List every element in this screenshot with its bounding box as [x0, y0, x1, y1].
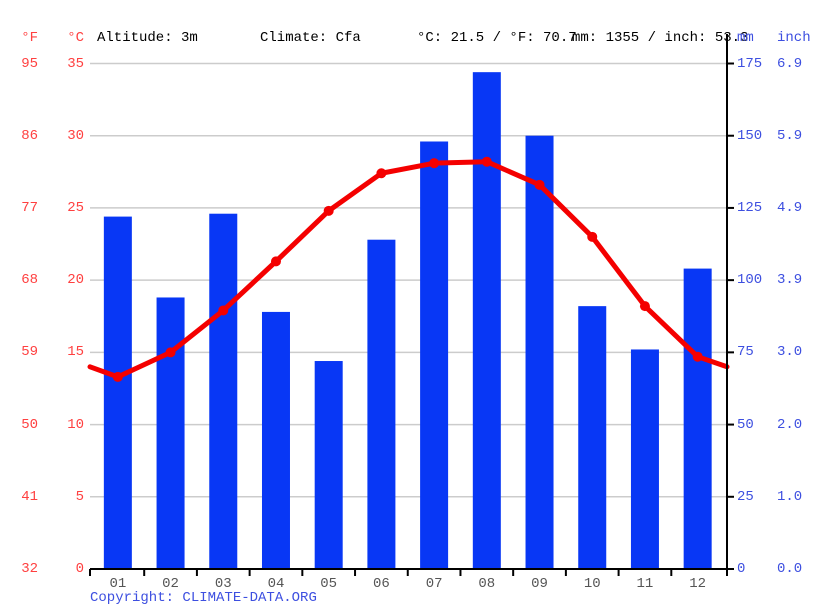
temp-point: [323, 205, 334, 216]
copyright-prefix: Copyright:: [90, 590, 183, 606]
altitude-label: Altitude: 3m: [97, 30, 198, 46]
axis-label-celsius: 35: [67, 55, 84, 72]
temp-point: [587, 231, 598, 242]
month-label: 04: [267, 576, 285, 592]
axis-label-celsius: 10: [67, 416, 84, 433]
precip-bar: [630, 349, 659, 569]
precip-bar: [314, 361, 343, 569]
axis-label-inch: 1.0: [777, 488, 803, 505]
axis-label-fahrenheit: 50: [21, 416, 38, 433]
temp-point: [534, 179, 545, 190]
month-label: 10: [583, 576, 601, 592]
temp-point: [692, 351, 703, 362]
precip-bar: [525, 135, 554, 569]
axis-label-mm: 25: [737, 488, 754, 505]
month-label: 06: [372, 576, 390, 592]
axis-label-mm: 100: [737, 272, 763, 289]
annual-precipitation-label: mm: 1355 / inch: 53.3: [572, 30, 749, 46]
month-label: 03: [214, 576, 232, 592]
precip-bar: [683, 268, 712, 569]
precip-bar: [578, 306, 607, 569]
celsius-axis-title: °C: [67, 30, 84, 46]
mean-temperature-label: °C: 21.5 / °F: 70.7: [417, 30, 577, 46]
precip-bar: [103, 216, 132, 569]
temp-point: [270, 256, 281, 267]
axis-label-celsius: 25: [67, 199, 84, 216]
axis-label-inch: 4.9: [777, 199, 803, 216]
axis-label-inch: 3.9: [777, 272, 803, 289]
axis-label-inch: 3.0: [777, 344, 803, 361]
axis-label-fahrenheit: 86: [21, 127, 38, 144]
inch-axis-title: inch: [777, 30, 811, 46]
month-label: 09: [531, 576, 548, 592]
temp-point: [429, 158, 440, 169]
climate-data-org-link[interactable]: CLIMATE-DATA.ORG: [182, 590, 317, 606]
precip-bar: [472, 72, 501, 569]
axis-label-fahrenheit: 77: [21, 199, 38, 216]
axis-label-celsius: 20: [67, 272, 84, 289]
axis-label-mm: 0: [737, 561, 746, 577]
mm-axis-title: mm: [737, 30, 754, 46]
precip-bar: [420, 141, 449, 569]
axis-label-celsius: 5: [75, 488, 84, 505]
month-label: 05: [320, 576, 338, 592]
month-label: 12: [689, 576, 707, 592]
climate-class-label: Climate: Cfa: [260, 30, 361, 46]
temp-line: [87, 159, 730, 380]
temp-point: [639, 301, 650, 312]
copyright-line: Copyright: CLIMATE-DATA.ORG: [90, 590, 317, 606]
temp-point: [481, 156, 492, 167]
axis-label-fahrenheit: 32: [21, 561, 38, 577]
axis-label-inch: 2.0: [777, 416, 803, 433]
axis-label-mm: 50: [737, 416, 754, 433]
temp-point: [112, 371, 123, 382]
fahrenheit-axis-title: °F: [21, 30, 38, 46]
month-label: 11: [636, 576, 654, 592]
precip-bar: [367, 239, 396, 569]
month-label: 08: [478, 576, 496, 592]
axis-label-celsius: 30: [67, 127, 84, 144]
axis-label-mm: 75: [737, 344, 754, 361]
axis-label-fahrenheit: 68: [21, 272, 38, 289]
temp-point: [376, 168, 387, 179]
axis-label-celsius: 15: [67, 344, 84, 361]
axis-label-inch: 6.9: [777, 55, 803, 72]
precip-bar: [156, 297, 185, 569]
axis-label-mm: 175: [737, 55, 763, 72]
precip-bar: [209, 213, 238, 569]
axis-label-fahrenheit: 95: [21, 55, 38, 72]
month-label: 07: [425, 576, 443, 592]
axis-label-inch: 5.9: [777, 127, 803, 144]
month-label: 01: [109, 576, 127, 592]
axis-label-mm: 125: [737, 199, 763, 216]
axis-label-inch: 0.0: [777, 561, 803, 577]
axis-label-fahrenheit: 59: [21, 344, 38, 361]
temp-point: [165, 347, 176, 358]
axis-label-celsius: 0: [75, 561, 84, 577]
precip-bar: [261, 311, 290, 569]
temp-point: [218, 305, 229, 316]
axis-label-mm: 150: [737, 127, 763, 144]
month-label: 02: [162, 576, 179, 592]
axis-label-fahrenheit: 41: [21, 488, 38, 505]
